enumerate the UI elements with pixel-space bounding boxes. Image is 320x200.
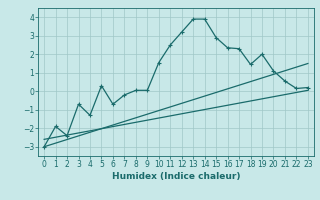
X-axis label: Humidex (Indice chaleur): Humidex (Indice chaleur) [112,172,240,181]
